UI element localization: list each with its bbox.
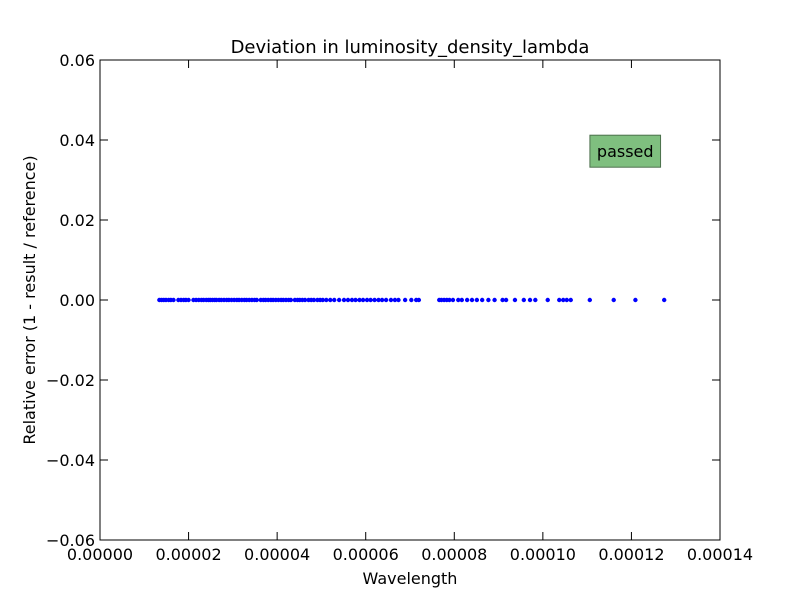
y-tick-label: 0.02 bbox=[59, 211, 95, 230]
x-axis-label: Wavelength bbox=[363, 569, 458, 588]
data-points bbox=[157, 297, 667, 303]
data-point bbox=[474, 297, 480, 303]
data-point bbox=[388, 297, 394, 303]
data-point bbox=[545, 297, 550, 303]
data-point bbox=[392, 297, 398, 303]
y-tick-label: −0.04 bbox=[46, 451, 95, 470]
data-point bbox=[345, 297, 351, 303]
chart-title: Deviation in luminosity_density_lambda bbox=[231, 37, 590, 58]
data-point bbox=[568, 297, 573, 303]
data-point bbox=[320, 297, 325, 303]
data-point bbox=[324, 297, 329, 303]
data-point bbox=[611, 297, 616, 303]
status-text: passed bbox=[597, 142, 654, 161]
data-point bbox=[372, 297, 377, 303]
data-point bbox=[357, 297, 362, 303]
data-point bbox=[500, 297, 505, 303]
data-point bbox=[376, 297, 381, 303]
data-point bbox=[254, 297, 259, 303]
data-point bbox=[349, 297, 355, 303]
data-point bbox=[302, 297, 308, 303]
data-point bbox=[479, 297, 485, 303]
y-tick-label: −0.06 bbox=[46, 531, 95, 550]
data-point bbox=[171, 297, 176, 303]
annotations: passed bbox=[589, 134, 662, 168]
data-point bbox=[447, 297, 452, 303]
data-point bbox=[332, 297, 337, 303]
data-point bbox=[587, 297, 592, 303]
data-point bbox=[360, 297, 366, 303]
x-tick-label: 0.00000 bbox=[67, 545, 133, 564]
data-point bbox=[288, 297, 294, 303]
data-point bbox=[492, 297, 497, 303]
data-point bbox=[353, 297, 358, 303]
data-point bbox=[409, 297, 414, 303]
data-point bbox=[561, 297, 566, 303]
data-point bbox=[341, 297, 347, 303]
data-point bbox=[469, 297, 475, 303]
plot-frame bbox=[99, 59, 721, 541]
status-box bbox=[589, 134, 662, 168]
data-point bbox=[383, 297, 389, 303]
data-point bbox=[662, 297, 667, 303]
data-point bbox=[512, 297, 518, 303]
data-point bbox=[328, 297, 333, 303]
data-point bbox=[416, 297, 422, 303]
data-point bbox=[564, 297, 569, 303]
data-point bbox=[368, 297, 373, 303]
data-point bbox=[311, 297, 317, 303]
axis-ticks: 0.00000 0.00002 0.00004 0.00006 0.00008 0.000… bbox=[46, 51, 753, 564]
data-point bbox=[459, 297, 465, 303]
data-point bbox=[527, 297, 533, 303]
data-point bbox=[456, 297, 461, 303]
data-point bbox=[336, 297, 342, 303]
x-tick-label: 0.00002 bbox=[155, 545, 221, 564]
y-tick-label: 0.00 bbox=[59, 291, 95, 310]
data-point bbox=[464, 297, 470, 303]
data-point bbox=[633, 297, 638, 303]
data-point bbox=[486, 297, 491, 303]
data-point bbox=[521, 297, 527, 303]
data-point bbox=[450, 297, 456, 303]
x-tick-label: 0.00012 bbox=[598, 545, 664, 564]
data-point bbox=[402, 297, 408, 303]
y-axis-label: Relative error (1 - result / reference) bbox=[20, 155, 39, 444]
x-tick-label: 0.00004 bbox=[244, 545, 310, 564]
status-annotation: passed bbox=[589, 134, 662, 168]
data-point bbox=[557, 297, 562, 303]
data-point bbox=[503, 297, 509, 303]
data-point bbox=[533, 297, 538, 303]
data-point bbox=[364, 297, 370, 303]
data-point bbox=[379, 297, 385, 303]
x-tick-label: 0.00006 bbox=[333, 545, 399, 564]
x-tick-label: 0.00010 bbox=[510, 545, 576, 564]
y-tick-label: 0.04 bbox=[59, 131, 95, 150]
y-tick-label: −0.02 bbox=[46, 371, 95, 390]
data-point bbox=[186, 297, 191, 303]
data-point bbox=[396, 297, 401, 303]
x-tick-label: 0.00008 bbox=[421, 545, 487, 564]
x-tick-label: 0.00014 bbox=[687, 545, 753, 564]
y-tick-label: 0.06 bbox=[59, 51, 95, 70]
